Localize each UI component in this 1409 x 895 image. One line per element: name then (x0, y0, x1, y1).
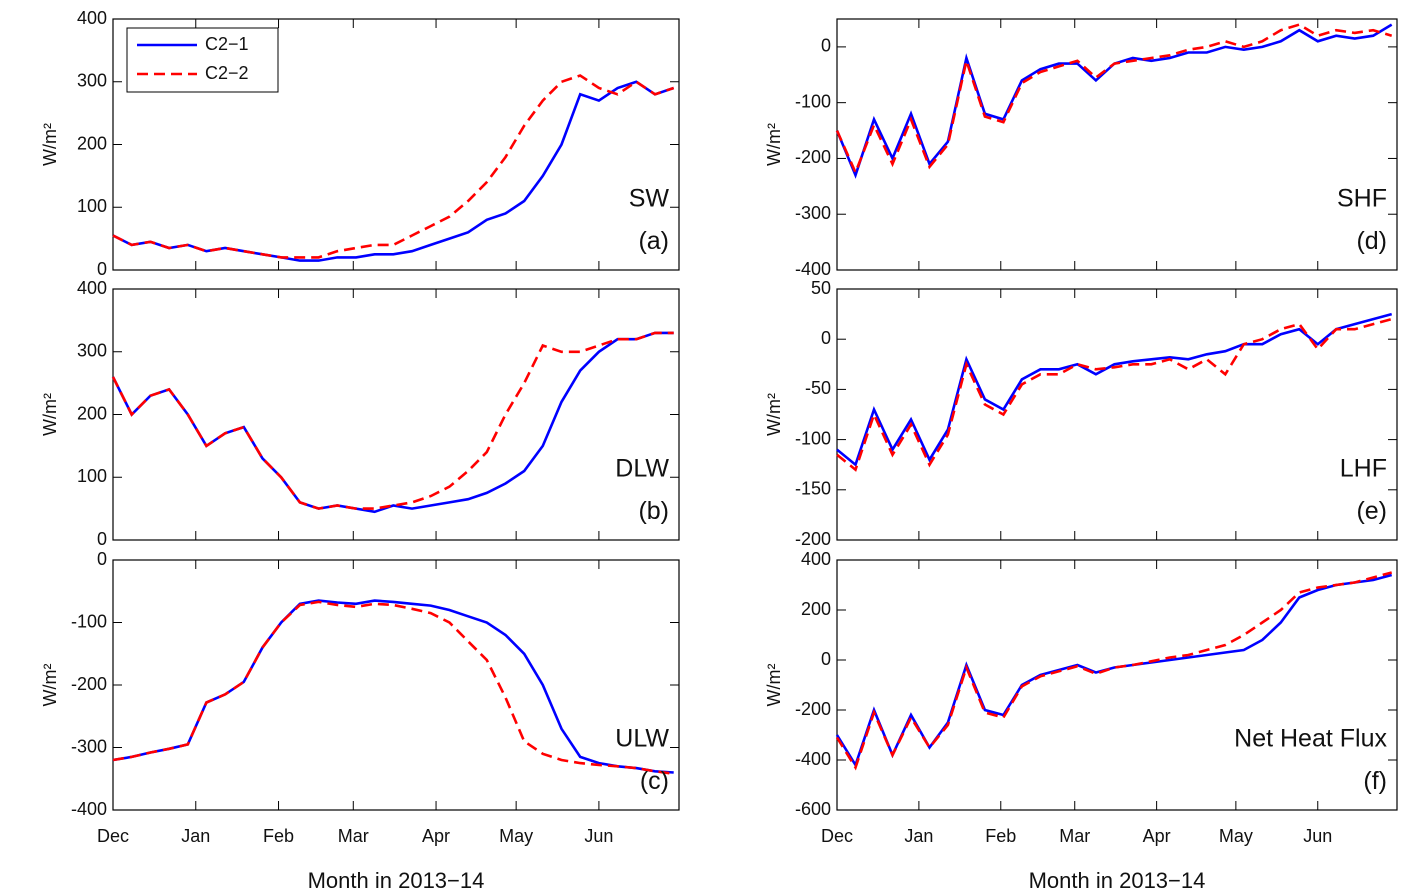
y-axis-label: W/m² (40, 393, 60, 436)
x-tick-label: Jan (181, 826, 210, 846)
y-tick-label: -100 (795, 428, 831, 448)
y-tick-label: 0 (821, 649, 831, 669)
y-tick-label: -50 (805, 378, 831, 398)
y-tick-label: -100 (71, 611, 107, 631)
y-tick-label: 50 (811, 278, 831, 298)
x-tick-label: Feb (263, 826, 294, 846)
y-axis-label: W/m² (40, 664, 60, 707)
y-tick-label: 0 (97, 529, 107, 549)
panel-annotation: (b) (638, 497, 669, 525)
y-tick-label: 0 (97, 549, 107, 569)
y-tick-label: 400 (77, 278, 107, 298)
x-axis-label: Month in 2013−14 (308, 868, 485, 893)
y-tick-label: -400 (795, 259, 831, 279)
panel-annotation: SHF (1337, 184, 1387, 212)
legend-box (126, 27, 279, 93)
y-tick-label: -200 (795, 147, 831, 167)
y-tick-label: 400 (77, 8, 107, 28)
series-line (112, 80, 675, 262)
series-line (835, 23, 1393, 179)
y-axis-label: W/m² (764, 664, 784, 707)
series-line (111, 331, 674, 514)
series-line (112, 599, 674, 774)
panel-annotation: DLW (615, 454, 669, 482)
x-tick-label: Apr (1143, 826, 1171, 846)
y-tick-label: -400 (71, 799, 107, 819)
y-tick-label: 300 (77, 341, 107, 361)
y-tick-label: -600 (795, 799, 831, 819)
x-tick-label: Jan (904, 826, 933, 846)
x-axis-label: Month in 2013−14 (1029, 868, 1206, 893)
legend-label: C2−2 (205, 63, 249, 83)
x-tick-label: May (499, 826, 533, 846)
x-tick-label: Feb (985, 826, 1016, 846)
x-tick-label: Jun (1303, 826, 1332, 846)
series-line (835, 573, 1393, 769)
plot-frame (112, 288, 680, 541)
series-line (112, 600, 674, 776)
y-axis-label: W/m² (764, 393, 784, 436)
x-tick-label: Apr (422, 826, 450, 846)
panel-annotation: LHF (1340, 454, 1387, 482)
x-tick-label: May (1219, 826, 1253, 846)
panel-annotation: SW (629, 184, 670, 212)
x-tick-label: Mar (1059, 826, 1090, 846)
y-tick-label: -300 (795, 203, 831, 223)
panel-annotation: (f) (1363, 767, 1387, 795)
y-tick-label: 100 (77, 466, 107, 486)
plot-frame (836, 559, 1398, 811)
panel-annotation: (d) (1356, 227, 1387, 255)
panel-annotation: ULW (615, 725, 669, 753)
plot-frame (836, 18, 1398, 271)
x-tick-label: Dec (97, 826, 129, 846)
x-tick-label: Mar (338, 826, 369, 846)
y-tick-label: 400 (801, 549, 831, 569)
series-line (836, 312, 1393, 467)
y-tick-label: 0 (97, 259, 107, 279)
panel-annotation: (e) (1356, 497, 1387, 525)
y-tick-label: -200 (795, 529, 831, 549)
y-tick-label: -200 (71, 674, 107, 694)
series-line (111, 331, 674, 510)
y-tick-label: -100 (795, 91, 831, 111)
panel-annotation: (a) (638, 227, 669, 255)
y-tick-label: -300 (71, 736, 107, 756)
y-tick-label: 200 (77, 133, 107, 153)
series-line (836, 317, 1393, 472)
y-tick-label: 0 (821, 328, 831, 348)
y-axis-label: W/m² (40, 123, 60, 166)
plot-frame (836, 288, 1398, 541)
series-line (112, 74, 675, 259)
y-tick-label: 0 (821, 36, 831, 56)
legend-label: C2−1 (205, 34, 249, 54)
x-tick-label: Jun (584, 826, 613, 846)
y-tick-label: 100 (77, 196, 107, 216)
series-line (835, 23, 1393, 176)
plot-frame (112, 559, 680, 811)
y-tick-label: -200 (795, 699, 831, 719)
y-tick-label: 200 (801, 599, 831, 619)
y-axis-label: W/m² (764, 123, 784, 166)
y-tick-label: -400 (795, 749, 831, 769)
panel-annotation: Net Heat Flux (1234, 725, 1387, 753)
y-tick-label: 200 (77, 403, 107, 423)
y-tick-label: -150 (795, 479, 831, 499)
panel-annotation: (c) (640, 767, 669, 795)
y-tick-label: 300 (77, 71, 107, 91)
x-tick-label: Dec (821, 826, 853, 846)
